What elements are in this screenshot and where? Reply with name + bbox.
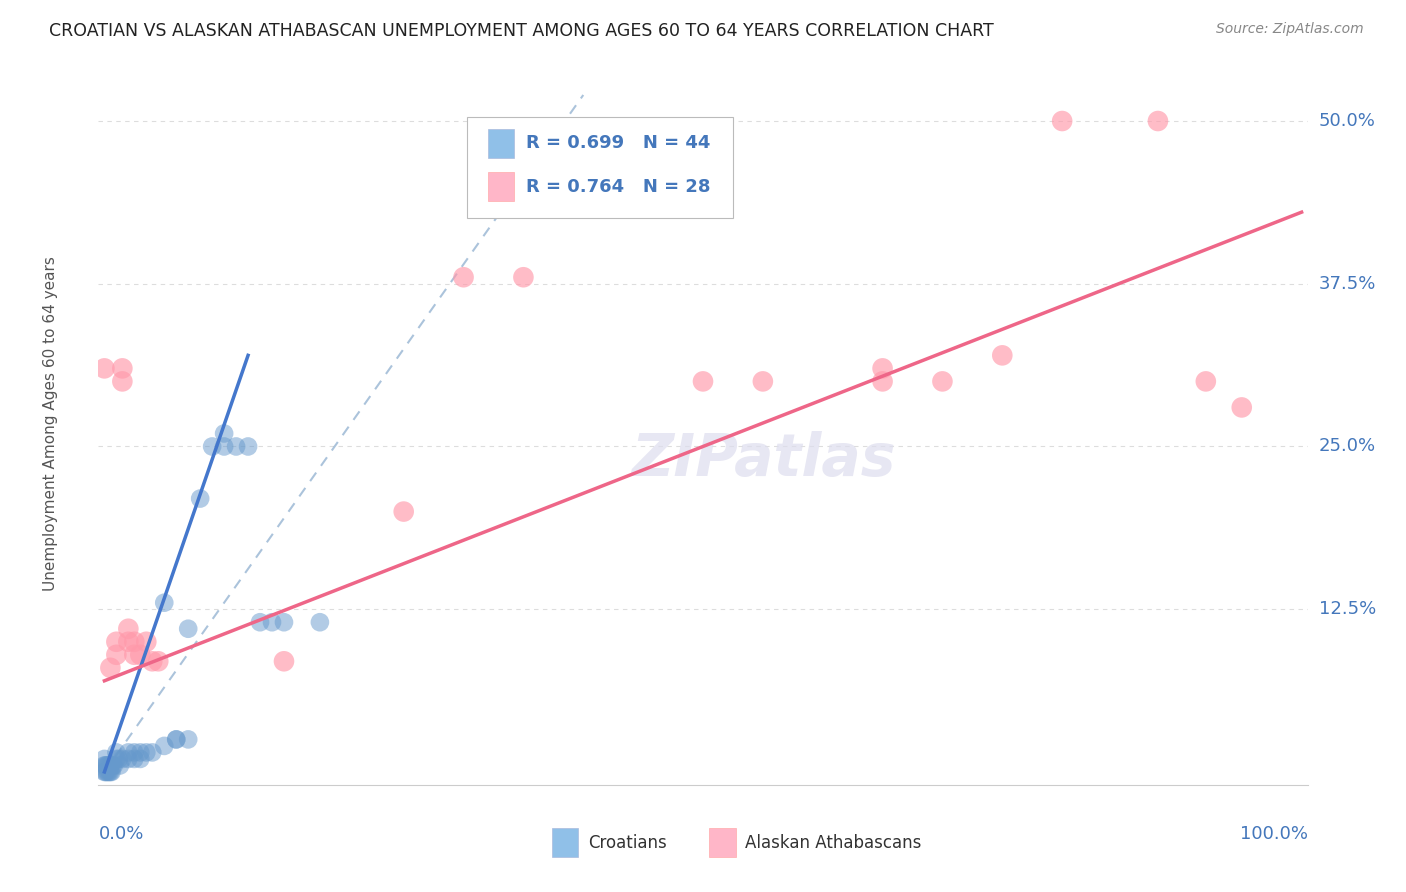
Point: [141, 654, 163, 668]
Point: [98, 764, 121, 779]
Point: [1050, 114, 1073, 128]
Text: Croatians: Croatians: [588, 834, 666, 852]
Point: [111, 752, 134, 766]
Point: [153, 739, 176, 753]
Text: CROATIAN VS ALASKAN ATHABASCAN UNEMPLOYMENT AMONG AGES 60 TO 64 YEARS CORRELATIO: CROATIAN VS ALASKAN ATHABASCAN UNEMPLOYM…: [49, 22, 994, 40]
Point: [93, 752, 115, 766]
Point: [111, 361, 134, 376]
Point: [141, 746, 163, 760]
Point: [100, 758, 122, 772]
Point: [108, 758, 131, 772]
Point: [165, 732, 187, 747]
Point: [872, 361, 894, 376]
Point: [309, 615, 332, 630]
Text: 25.0%: 25.0%: [1319, 437, 1376, 456]
Text: Alaskan Athabascans: Alaskan Athabascans: [745, 834, 922, 852]
Point: [273, 654, 295, 668]
Text: Source: ZipAtlas.com: Source: ZipAtlas.com: [1216, 22, 1364, 37]
Point: [117, 752, 139, 766]
Text: 37.5%: 37.5%: [1319, 275, 1376, 293]
Point: [103, 758, 125, 772]
Point: [100, 764, 122, 779]
Point: [117, 622, 139, 636]
Point: [129, 752, 152, 766]
Point: [129, 648, 152, 662]
Point: [392, 505, 415, 519]
Point: [260, 615, 283, 630]
Point: [129, 746, 152, 760]
Point: [135, 634, 157, 648]
FancyBboxPatch shape: [709, 829, 735, 857]
Point: [273, 615, 295, 630]
Point: [107, 752, 129, 766]
Point: [931, 375, 953, 389]
Point: [117, 746, 139, 760]
Point: [236, 440, 259, 454]
Text: ZIPatlas: ZIPatlas: [631, 432, 896, 488]
Point: [124, 648, 146, 662]
Point: [97, 764, 120, 779]
Point: [188, 491, 211, 506]
FancyBboxPatch shape: [551, 829, 578, 857]
Point: [1230, 401, 1253, 415]
Text: Unemployment Among Ages 60 to 64 years: Unemployment Among Ages 60 to 64 years: [42, 256, 58, 591]
Point: [692, 375, 714, 389]
Point: [212, 440, 235, 454]
Point: [100, 661, 122, 675]
Point: [124, 752, 146, 766]
Point: [177, 622, 200, 636]
FancyBboxPatch shape: [467, 117, 734, 218]
Point: [94, 764, 117, 779]
Point: [153, 596, 176, 610]
FancyBboxPatch shape: [488, 172, 515, 202]
Point: [93, 758, 115, 772]
Point: [225, 440, 247, 454]
Point: [752, 375, 775, 389]
Point: [111, 375, 134, 389]
Point: [1147, 114, 1170, 128]
Point: [177, 732, 200, 747]
Point: [105, 648, 128, 662]
Point: [105, 634, 128, 648]
Point: [201, 440, 224, 454]
Point: [100, 764, 122, 779]
FancyBboxPatch shape: [488, 129, 515, 158]
Point: [94, 758, 117, 772]
Point: [97, 758, 120, 772]
Text: 12.5%: 12.5%: [1319, 600, 1376, 618]
Point: [249, 615, 271, 630]
Point: [124, 746, 146, 760]
Point: [101, 758, 124, 772]
Text: R = 0.764   N = 28: R = 0.764 N = 28: [526, 178, 711, 195]
Point: [96, 758, 118, 772]
Point: [96, 764, 118, 779]
Text: 50.0%: 50.0%: [1319, 112, 1375, 130]
Point: [93, 361, 115, 376]
Point: [148, 654, 170, 668]
Point: [991, 348, 1014, 362]
Text: R = 0.699   N = 44: R = 0.699 N = 44: [526, 135, 711, 153]
Point: [124, 634, 146, 648]
Point: [512, 270, 534, 285]
Text: 100.0%: 100.0%: [1240, 825, 1308, 843]
Point: [165, 732, 187, 747]
Point: [872, 375, 894, 389]
Point: [212, 426, 235, 441]
Point: [117, 634, 139, 648]
Point: [105, 752, 128, 766]
Point: [93, 764, 115, 779]
Point: [135, 746, 157, 760]
Point: [453, 270, 475, 285]
Point: [1195, 375, 1218, 389]
Text: 0.0%: 0.0%: [98, 825, 143, 843]
Point: [105, 746, 128, 760]
